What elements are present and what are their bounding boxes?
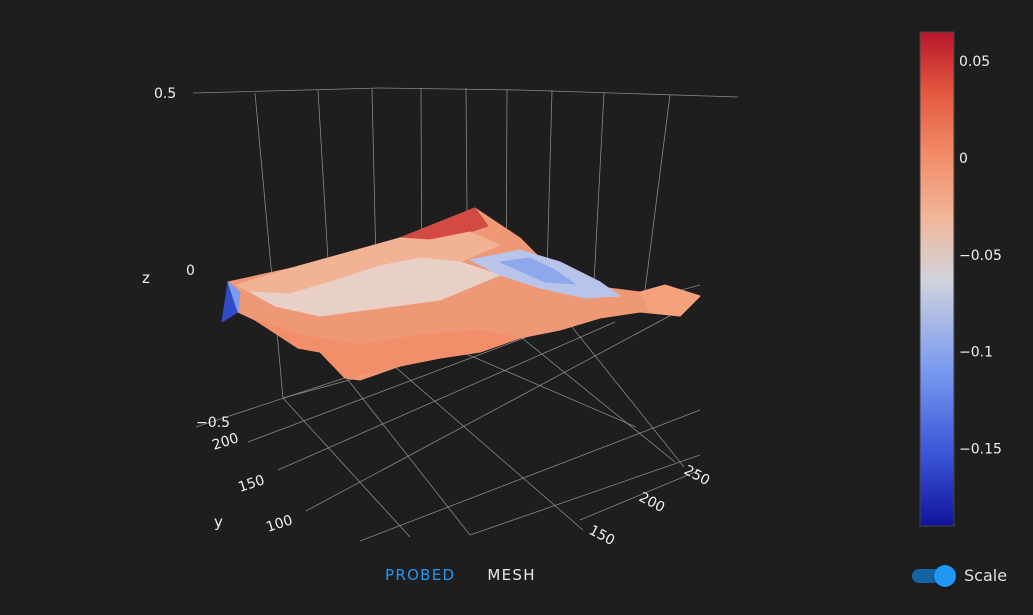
- grid-line-10: [282, 397, 411, 538]
- grid-line-8: [592, 91, 605, 303]
- mesh-surface: [221, 207, 701, 381]
- scale-toggle-group: Scale: [912, 564, 1008, 587]
- surface-patch-9: [227, 281, 241, 313]
- grid-line-18: [277, 321, 616, 471]
- surface-patch-7: [639, 284, 701, 317]
- y-tick-label: 100: [264, 512, 294, 535]
- x-tick-label: 250: [681, 462, 712, 489]
- grid-line-20: [359, 409, 701, 542]
- grid-line-9: [642, 94, 671, 307]
- axis-grid: [192, 87, 739, 542]
- colorbar-tick-label: 0: [959, 151, 968, 167]
- toggle-knob: [934, 565, 956, 587]
- z-axis-title: z: [142, 269, 150, 287]
- z-tick-label: 0: [186, 263, 195, 279]
- grid-line-21: [469, 454, 701, 536]
- scale-toggle-label: Scale: [964, 565, 1008, 585]
- grid-line-22: [579, 469, 701, 521]
- x-tick-label: 150: [586, 522, 617, 549]
- grid-line-11: [333, 361, 471, 536]
- colorbar: 0.05 0 −0.05 −0.1 −0.15: [919, 31, 1002, 527]
- colorbar-tick-label: 0.05: [959, 54, 990, 70]
- grid-line-13: [433, 339, 637, 428]
- grid-line-0: [192, 87, 739, 98]
- y-tick-label: 150: [236, 472, 266, 495]
- grid-line-19: [305, 304, 691, 512]
- colorbar-gradient: [919, 31, 955, 527]
- surface-patch-3: [249, 257, 501, 317]
- tab-mesh[interactable]: MESH: [487, 566, 536, 584]
- surface-patch-6: [254, 319, 521, 379]
- tab-probed[interactable]: PROBED: [385, 566, 456, 584]
- grid-line-12: [377, 351, 584, 531]
- z-tick-label: −0.5: [196, 415, 230, 431]
- z-tick-label: 0.5: [154, 86, 176, 102]
- y-tick-label: 200: [210, 430, 240, 453]
- surface-patch-5: [499, 257, 576, 285]
- grid-line-15: [559, 311, 685, 468]
- grid-line-1: [254, 92, 284, 399]
- scale-toggle[interactable]: [912, 564, 956, 587]
- colorbar-tick-label: −0.1: [959, 345, 993, 361]
- y-axis-title: y: [214, 513, 223, 531]
- x-tick-label: 200: [636, 489, 667, 516]
- colorbar-tick-label: −0.05: [959, 248, 1002, 264]
- colorbar-tick-label: −0.15: [959, 442, 1002, 458]
- view-tabs: PROBED MESH: [385, 566, 536, 584]
- grid-line-14: [505, 324, 676, 463]
- grid-line-17: [247, 329, 546, 443]
